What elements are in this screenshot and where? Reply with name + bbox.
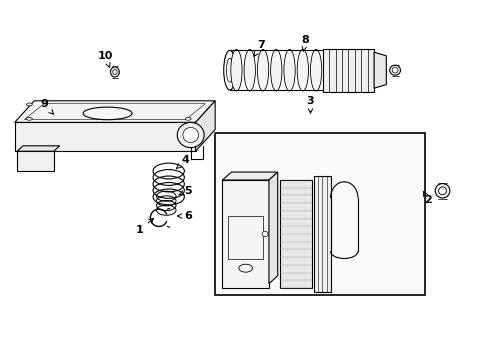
Text: 4: 4 [176, 155, 189, 168]
Ellipse shape [310, 49, 321, 91]
Ellipse shape [284, 49, 295, 91]
Ellipse shape [389, 65, 400, 75]
Ellipse shape [26, 117, 32, 120]
Text: 9: 9 [40, 99, 53, 114]
Polygon shape [314, 176, 330, 292]
Polygon shape [17, 146, 60, 151]
Ellipse shape [297, 49, 308, 91]
Ellipse shape [83, 107, 132, 120]
Ellipse shape [438, 187, 446, 195]
Ellipse shape [244, 49, 255, 91]
Polygon shape [222, 172, 277, 180]
Polygon shape [15, 122, 195, 151]
Ellipse shape [239, 264, 252, 272]
Polygon shape [373, 52, 386, 88]
Polygon shape [195, 101, 215, 151]
Polygon shape [215, 133, 425, 295]
Polygon shape [17, 151, 54, 171]
Polygon shape [268, 172, 277, 284]
Polygon shape [280, 180, 311, 288]
Ellipse shape [26, 103, 32, 106]
Text: 7: 7 [253, 40, 265, 56]
Text: 1: 1 [135, 219, 153, 235]
Polygon shape [222, 180, 268, 288]
Text: 2: 2 [423, 192, 431, 205]
Ellipse shape [270, 49, 282, 91]
Text: 5: 5 [179, 186, 192, 196]
Ellipse shape [185, 117, 191, 120]
Ellipse shape [183, 127, 198, 143]
Ellipse shape [177, 122, 204, 148]
Ellipse shape [262, 231, 267, 237]
Ellipse shape [223, 50, 236, 90]
Text: 6: 6 [177, 211, 192, 221]
Ellipse shape [257, 49, 268, 91]
Ellipse shape [434, 184, 449, 198]
Text: 10: 10 [97, 51, 113, 67]
Text: 8: 8 [301, 35, 309, 51]
Ellipse shape [110, 67, 119, 77]
Ellipse shape [230, 49, 242, 91]
Text: 3: 3 [306, 96, 314, 113]
Polygon shape [322, 49, 373, 92]
Polygon shape [15, 101, 215, 122]
